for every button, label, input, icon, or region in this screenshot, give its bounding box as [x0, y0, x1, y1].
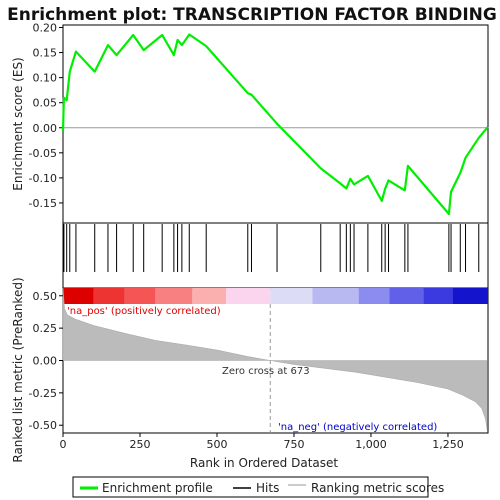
color-bar-segment [423, 288, 453, 304]
color-bar-segment [124, 288, 156, 304]
es-tick-label: 0.05 [33, 97, 58, 110]
metric-tick-label: 0.50 [33, 290, 58, 303]
es-tick-label: -0.15 [29, 197, 57, 210]
color-bar-segment [358, 288, 390, 304]
es-tick-label: 0.15 [33, 47, 58, 60]
color-bar-segment [93, 288, 125, 304]
legend: Enrichment profile Hits Ranking metric s… [72, 476, 444, 498]
hit-marks-group [63, 224, 480, 272]
es-tick-label: -0.05 [29, 147, 57, 160]
es-axis-ticks: -0.15 -0.10 -0.05 0.00 0.05 0.10 0.15 0.20 [29, 22, 63, 210]
hits-panel-frame [62, 222, 489, 289]
metric-axis-ticks: -0.50 -0.25 0.00 0.25 0.50 [29, 290, 63, 432]
legend-label-metric: Ranking metric scores [311, 481, 444, 495]
x-tick-label: 1,250 [432, 438, 464, 451]
color-bar-segment [389, 288, 424, 304]
es-profile-line [61, 33, 489, 216]
x-axis-ticks: 0 250 500 750 1,000 1,250 [60, 433, 464, 451]
hits-panel [62, 222, 489, 289]
x-tick-label: 500 [206, 438, 227, 451]
metric-panel: -0.50 -0.25 0.00 0.25 0.50 0 250 500 750 1,000 1,… [29, 287, 489, 451]
color-bar-segment [155, 288, 193, 304]
color-bar-segment [270, 288, 313, 304]
es-tick-label: 0.20 [33, 22, 58, 35]
color-bar-segment [452, 288, 488, 304]
metric-axis-label: Ranked list metric (PreRanked) [11, 277, 25, 462]
x-axis-label: Rank in Ordered Dataset [190, 456, 338, 470]
metric-tick-label: 0.00 [33, 355, 58, 368]
x-tick-label: 750 [283, 438, 304, 451]
es-axis-label: Enrichment score (ES) [11, 57, 25, 190]
metric-tick-label: 0.25 [33, 322, 58, 335]
metric-tick-label: -0.50 [29, 419, 57, 432]
color-bar-segment [312, 288, 359, 304]
rank-color-bar [63, 288, 488, 304]
chart-title: Enrichment plot: TRANSCRIPTION FACTOR BI… [7, 5, 497, 25]
metric-area-group [62, 287, 488, 433]
color-bar-segment [226, 288, 271, 304]
es-panel: -0.15 -0.10 -0.05 0.00 0.05 0.10 0.15 0.20 [29, 22, 489, 224]
pos-correlated-label: 'na_pos' (positively correlated) [67, 306, 221, 317]
color-bar-segment [192, 288, 227, 304]
es-tick-label: 0.10 [33, 72, 58, 85]
es-tick-label: 0.00 [33, 122, 58, 135]
color-bar-segment [63, 288, 94, 304]
x-tick-label: 1,000 [355, 438, 387, 451]
es-line-group [61, 33, 489, 216]
zero-cross-label: Zero cross at 673 [222, 366, 310, 377]
metric-area [62, 287, 488, 432]
es-panel-frame [62, 24, 489, 224]
metric-tick-label: -0.25 [29, 387, 57, 400]
x-tick-label: 250 [129, 438, 150, 451]
legend-label-es: Enrichment profile [102, 481, 213, 495]
neg-correlated-label: 'na_neg' (negatively correlated) [278, 422, 437, 433]
x-tick-label: 0 [60, 438, 67, 451]
es-tick-label: -0.10 [29, 172, 57, 185]
legend-label-hits: Hits [256, 481, 279, 495]
legend-box [72, 476, 429, 498]
